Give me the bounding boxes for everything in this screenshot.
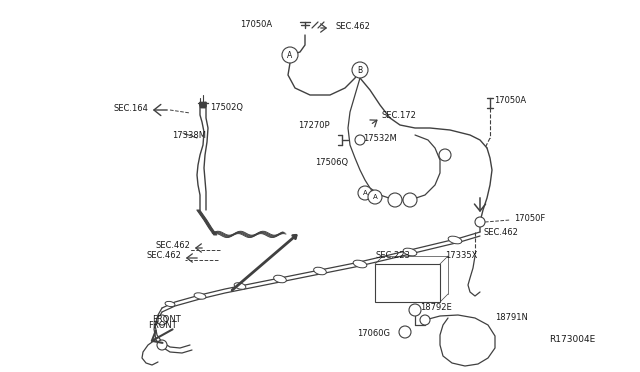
Text: A: A xyxy=(363,190,367,196)
Text: A: A xyxy=(287,51,292,60)
Ellipse shape xyxy=(274,275,286,283)
Circle shape xyxy=(420,315,430,325)
Circle shape xyxy=(439,149,451,161)
Text: 17050A: 17050A xyxy=(240,19,272,29)
Text: R173004E: R173004E xyxy=(548,336,595,344)
Text: 18791N: 18791N xyxy=(495,314,528,323)
Text: SEC.462: SEC.462 xyxy=(146,251,181,260)
Ellipse shape xyxy=(165,301,175,307)
Text: SEC.462: SEC.462 xyxy=(155,241,190,250)
Circle shape xyxy=(403,193,417,207)
Circle shape xyxy=(368,190,382,204)
Circle shape xyxy=(157,340,167,350)
Circle shape xyxy=(388,193,402,207)
Text: SEC.223: SEC.223 xyxy=(375,251,410,260)
Text: 17050F: 17050F xyxy=(514,214,545,222)
Text: FRONT: FRONT xyxy=(148,321,177,330)
Text: SEC.172: SEC.172 xyxy=(382,110,417,119)
Text: 17335X: 17335X xyxy=(445,251,477,260)
Text: 17502Q: 17502Q xyxy=(210,103,243,112)
Text: B: B xyxy=(357,65,363,74)
Circle shape xyxy=(352,62,368,78)
Circle shape xyxy=(355,135,365,145)
Text: A: A xyxy=(372,194,378,200)
Text: 17060G: 17060G xyxy=(357,328,390,337)
Text: SEC.462: SEC.462 xyxy=(483,228,518,237)
Circle shape xyxy=(475,217,485,227)
Circle shape xyxy=(157,315,167,325)
FancyBboxPatch shape xyxy=(375,264,440,302)
Circle shape xyxy=(409,304,421,316)
Text: 17532M: 17532M xyxy=(363,134,397,142)
Text: 18792E: 18792E xyxy=(420,304,452,312)
Ellipse shape xyxy=(314,267,326,275)
Text: 17506Q: 17506Q xyxy=(315,157,348,167)
Ellipse shape xyxy=(194,293,206,299)
Circle shape xyxy=(282,47,298,63)
Text: FRONT: FRONT xyxy=(152,315,180,324)
Text: SEC.462: SEC.462 xyxy=(335,22,370,31)
Circle shape xyxy=(399,326,411,338)
Ellipse shape xyxy=(234,283,246,289)
Text: 17270P: 17270P xyxy=(298,121,330,129)
Ellipse shape xyxy=(353,260,367,268)
Text: SEC.164: SEC.164 xyxy=(113,103,148,112)
Circle shape xyxy=(358,186,372,200)
Text: 17338M: 17338M xyxy=(172,131,206,140)
Ellipse shape xyxy=(403,248,417,256)
Text: 17050A: 17050A xyxy=(494,96,526,105)
Ellipse shape xyxy=(448,236,462,244)
